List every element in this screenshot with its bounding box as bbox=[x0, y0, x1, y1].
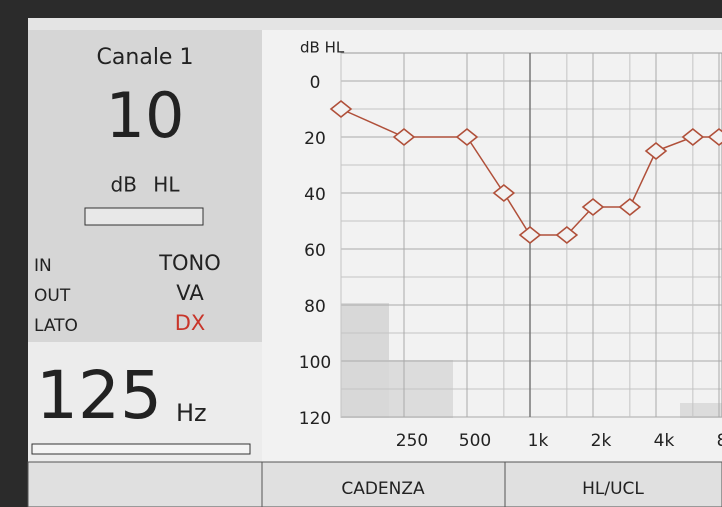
row-label: LATO bbox=[34, 316, 78, 336]
x-tick-label: 250 bbox=[396, 431, 428, 451]
x-tick-label: 4k bbox=[654, 431, 675, 451]
y-tick-label: 0 bbox=[310, 73, 321, 93]
y-tick-label: 100 bbox=[299, 353, 331, 373]
data-point bbox=[329, 99, 353, 119]
data-point bbox=[555, 225, 579, 245]
chart-panel bbox=[262, 30, 722, 462]
data-point bbox=[581, 197, 605, 217]
data-point bbox=[492, 183, 516, 203]
y-tick-label: 80 bbox=[304, 297, 326, 317]
row-label: OUT bbox=[34, 286, 71, 306]
data-point bbox=[644, 141, 668, 161]
level: 10 bbox=[106, 79, 185, 152]
row-value: DX bbox=[175, 311, 206, 335]
row-value: TONO bbox=[158, 251, 221, 275]
data-point bbox=[518, 225, 542, 245]
y-tick-label: 60 bbox=[304, 241, 326, 261]
y-axis-label: dB HL bbox=[300, 39, 345, 57]
frequency: 125 bbox=[36, 357, 162, 434]
level-box bbox=[84, 207, 204, 226]
button-label: HL/UCL bbox=[582, 479, 644, 499]
channel: Canale 1 bbox=[97, 45, 194, 70]
row-label: IN bbox=[34, 256, 52, 276]
data-point bbox=[681, 127, 705, 147]
x-tick-label: 1k bbox=[528, 431, 549, 451]
frequency-panel bbox=[28, 342, 262, 462]
left-panel bbox=[28, 30, 262, 342]
data-point bbox=[707, 127, 722, 147]
level-unit: dB HL bbox=[111, 173, 181, 197]
y-tick-label: 20 bbox=[304, 129, 326, 149]
data-point bbox=[392, 127, 416, 147]
x-tick-label: 500 bbox=[459, 431, 491, 451]
x-tick-label: 2k bbox=[591, 431, 612, 451]
y-tick-label: 120 bbox=[299, 409, 331, 429]
button[interactable] bbox=[27, 461, 263, 507]
x-tick-label: 8k bbox=[717, 431, 722, 451]
button[interactable] bbox=[504, 461, 722, 507]
frequency-bar bbox=[31, 443, 251, 455]
button-label: CADENZA bbox=[341, 479, 425, 499]
frequency-unit: Hz bbox=[176, 399, 207, 427]
button[interactable] bbox=[261, 461, 506, 507]
mask-region bbox=[680, 403, 722, 418]
data-point bbox=[618, 197, 642, 217]
y-tick-label: 40 bbox=[304, 185, 326, 205]
data-point bbox=[455, 127, 479, 147]
row-value: VA bbox=[176, 281, 204, 305]
